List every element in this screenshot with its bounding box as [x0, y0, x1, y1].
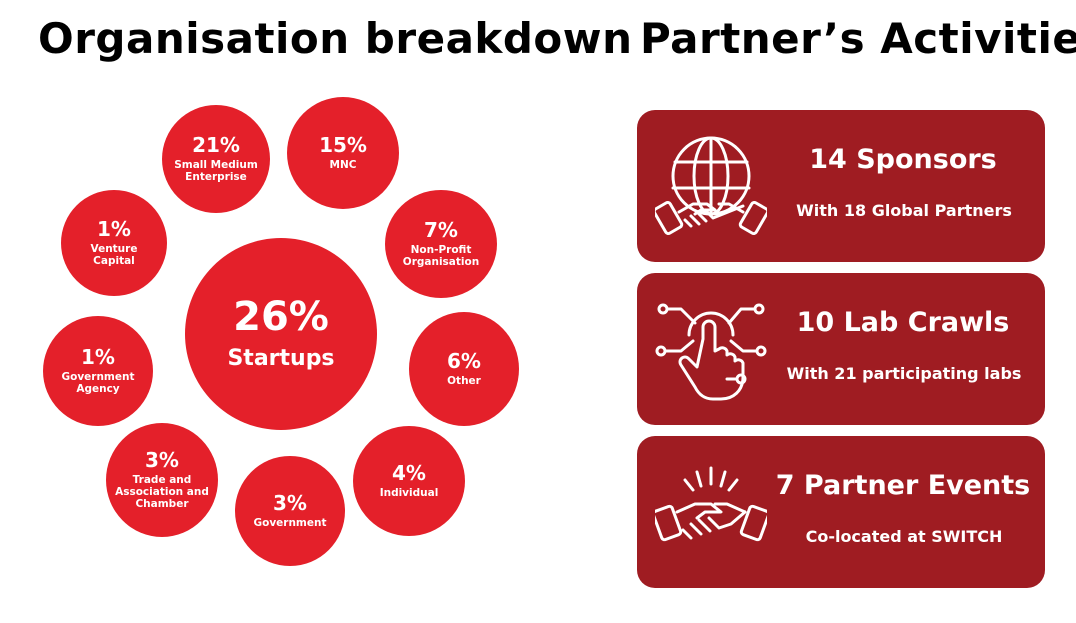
- card-headline: 10 Lab Crawls: [796, 307, 1010, 338]
- organisation-breakdown-title: Organisation breakdown: [38, 14, 633, 63]
- card-lab-crawls: 10 Lab Crawls With 21 participating labs: [637, 273, 1045, 425]
- bubble-percent: 15%: [319, 132, 367, 157]
- card-subtext: Co-located at SWITCH: [805, 527, 1003, 546]
- partner-activities-title: Partner’s Activities: [640, 14, 1076, 63]
- bubble-other: 6% Other: [409, 312, 519, 426]
- bubble-percent: 3%: [273, 490, 307, 515]
- bubble-trade-association-chamber: 3% Trade and Association and Chamber: [106, 423, 218, 537]
- bubble-mnc: 15% MNC: [287, 97, 399, 209]
- bubble-label: Government Agency: [61, 370, 135, 395]
- bubble-percent: 26%: [233, 294, 329, 341]
- bubble-venture-capital: 1% Venture Capital: [61, 190, 167, 296]
- bubble-percent: 21%: [192, 132, 240, 157]
- bubble-percent: 4%: [392, 460, 426, 485]
- card-partner-events: 7 Partner Events Co-located at SWITCH: [637, 436, 1045, 588]
- bubble-label: Individual: [379, 486, 439, 499]
- card-subtext: With 18 Global Partners: [796, 201, 1012, 220]
- card-headline: 14 Sponsors: [809, 144, 997, 175]
- bubble-label: Non-Profit Organisation: [402, 243, 480, 268]
- bubble-percent: 3%: [145, 447, 179, 472]
- bubble-individual: 4% Individual: [353, 426, 465, 536]
- card-sponsors: 14 Sponsors With 18 Global Partners: [637, 110, 1045, 262]
- bubble-startups: 26% Startups: [185, 238, 377, 430]
- bubble-label: Small Medium Enterprise: [174, 158, 258, 183]
- bubble-percent: 1%: [81, 344, 115, 369]
- bubble-label: Other: [447, 374, 481, 387]
- bubble-label: Trade and Association and Chamber: [115, 473, 209, 511]
- bubble-small-medium-enterprise: 21% Small Medium Enterprise: [162, 105, 270, 213]
- bubble-percent: 1%: [97, 216, 131, 241]
- bubble-non-profit-organisation: 7% Non-Profit Organisation: [385, 190, 497, 298]
- bubble-label: Government: [253, 516, 327, 529]
- bubble-government: 3% Government: [235, 456, 345, 566]
- bubble-label: Startups: [227, 346, 335, 372]
- bubble-label: Venture Capital: [90, 242, 138, 267]
- card-headline: 7 Partner Events: [775, 470, 1031, 501]
- hand-touch-icon: [655, 303, 767, 401]
- handshake-icon: [655, 466, 767, 542]
- card-subtext: With 21 participating labs: [786, 364, 1022, 383]
- bubble-percent: 7%: [424, 217, 458, 242]
- bubble-government-agency: 1% Government Agency: [43, 316, 153, 426]
- bubble-percent: 6%: [447, 348, 481, 373]
- bubble-label: MNC: [329, 158, 357, 171]
- globe-handshake-icon: [655, 136, 767, 236]
